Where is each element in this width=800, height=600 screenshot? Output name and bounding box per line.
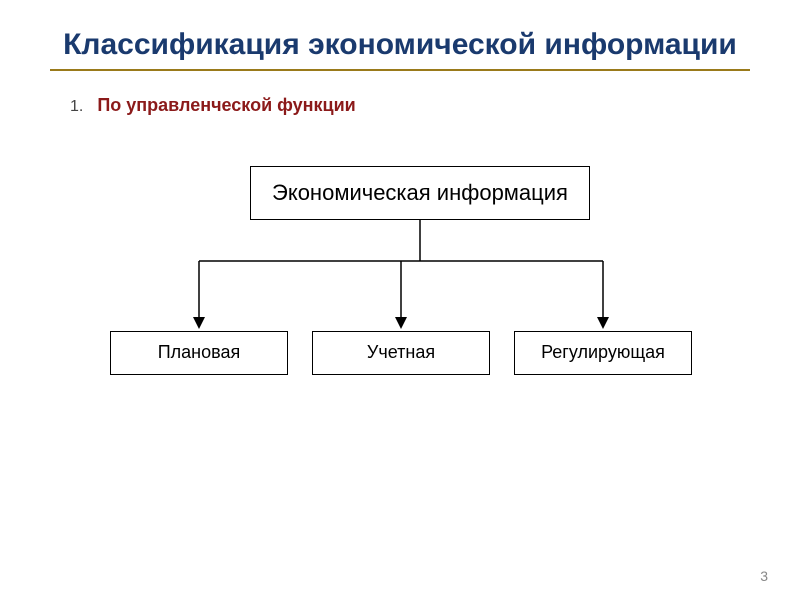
- list-number: 1.: [70, 98, 83, 116]
- subtitle-text: По управленческой функции: [97, 95, 355, 116]
- child-node-3: Регулирующая: [514, 331, 692, 375]
- tree-diagram: Экономическая информация Плановая Учетна…: [50, 166, 750, 426]
- child-node-1: Плановая: [110, 331, 288, 375]
- page-number: 3: [760, 568, 768, 584]
- child-node-3-label: Регулирующая: [541, 342, 665, 363]
- child-node-2: Учетная: [312, 331, 490, 375]
- root-node-label: Экономическая информация: [272, 180, 568, 206]
- child-node-2-label: Учетная: [367, 342, 435, 363]
- root-node: Экономическая информация: [250, 166, 590, 220]
- title-underline: [50, 69, 750, 71]
- subtitle-row: 1. По управленческой функции: [70, 95, 750, 116]
- child-node-1-label: Плановая: [158, 342, 241, 363]
- slide-title: Классификация экономической информации: [50, 28, 750, 63]
- slide-container: Классификация экономической информации 1…: [0, 0, 800, 600]
